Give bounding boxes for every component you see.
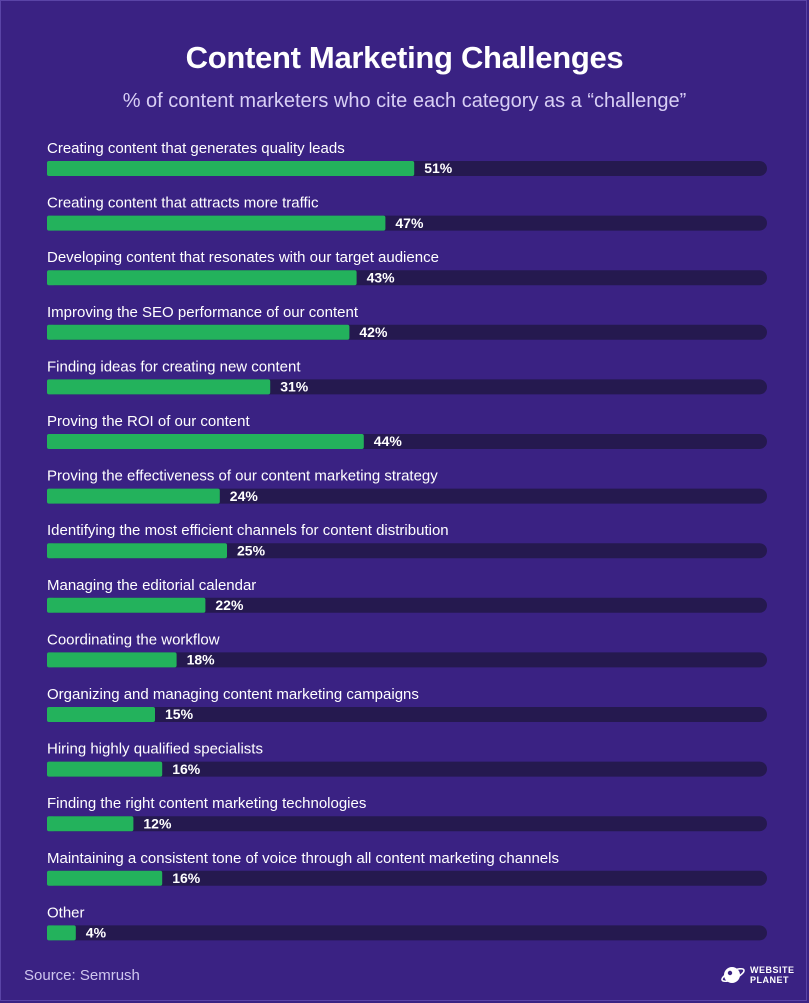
website-planet-logo: WEBSITE PLANET [720,963,795,987]
bar [47,652,177,668]
bar-chart: Creating content that generates quality … [47,140,767,941]
bar [47,925,76,941]
category-label: Creating content that attracts more traf… [47,195,319,212]
category-label: Organizing and managing content marketin… [47,686,419,703]
value-label: 47% [395,215,424,231]
category-label: Finding ideas for creating new content [47,358,301,375]
category-label: Coordinating the workflow [47,631,220,648]
category-label: Proving the ROI of our content [47,413,250,430]
value-label: 16% [172,870,201,886]
bar-track [47,652,767,668]
value-label: 12% [143,815,172,831]
bar [47,761,163,777]
value-label: 42% [359,324,388,340]
bar [47,215,386,231]
bar [47,324,350,340]
bar [47,488,220,504]
category-label: Hiring highly qualified specialists [47,741,263,758]
category-label: Managing the editorial calendar [47,577,256,594]
category-label: Other [47,904,85,921]
value-label: 22% [215,597,244,613]
value-label: 16% [172,761,201,777]
value-label: 43% [367,269,396,285]
category-label: Proving the effectiveness of our content… [47,468,438,485]
bar [47,270,357,286]
bar [47,161,415,176]
bar [47,597,206,613]
bar [47,707,155,722]
bar [47,816,134,832]
bar [47,870,163,886]
category-label: Identifying the most efficient channels … [47,522,449,539]
planet-icon [721,967,745,983]
category-label: Finding the right content marketing tech… [47,795,366,812]
category-label: Creating content that generates quality … [47,140,345,157]
value-label: 31% [280,379,309,395]
category-label: Improving the SEO performance of our con… [47,304,359,321]
logo-line-1: WEBSITE [750,965,795,975]
category-label: Developing content that resonates with o… [47,249,439,266]
logo-line-2: PLANET [750,975,789,985]
chart-subtitle: % of content marketers who cite each cat… [122,90,687,112]
value-label: 44% [374,433,403,449]
bar-track [47,870,767,886]
source-note: Source: Semrush [24,967,140,984]
value-label: 18% [187,652,216,668]
bar-track [47,816,767,832]
bar-track [47,488,767,504]
value-label: 24% [230,488,259,504]
bar [47,543,227,559]
bar [47,379,271,395]
value-label: 15% [165,706,194,722]
category-label: Maintaining a consistent tone of voice t… [47,850,559,867]
value-label: 51% [424,160,453,176]
bar-track [47,597,767,613]
value-label: 4% [86,925,107,941]
bar-track [47,707,767,722]
chart-title: Content Marketing Challenges [185,40,624,75]
bar [47,434,364,449]
value-label: 25% [237,542,266,558]
bar-track [47,925,767,941]
bar-track [47,761,767,777]
